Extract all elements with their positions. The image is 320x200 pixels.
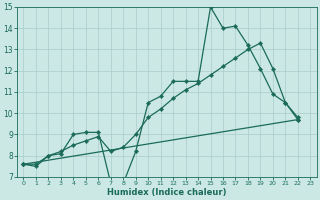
X-axis label: Humidex (Indice chaleur): Humidex (Indice chaleur) [107,188,227,197]
